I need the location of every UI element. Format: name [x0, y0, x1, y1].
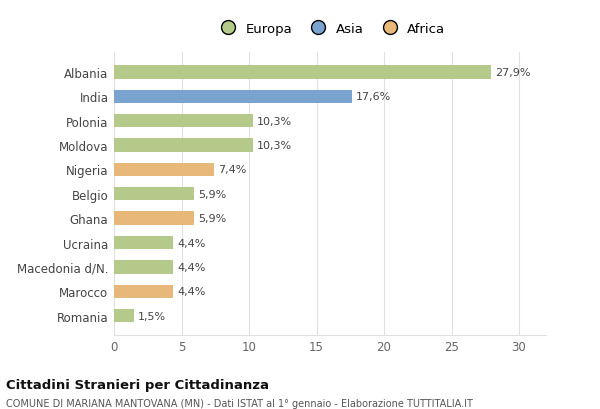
Text: 4,4%: 4,4% — [178, 238, 206, 248]
Bar — [114, 285, 173, 298]
Text: 10,3%: 10,3% — [257, 116, 292, 126]
Bar — [114, 66, 491, 79]
Bar — [114, 309, 134, 323]
Legend: Europa, Asia, Africa: Europa, Asia, Africa — [209, 18, 451, 41]
Text: 27,9%: 27,9% — [494, 68, 530, 78]
Text: 4,4%: 4,4% — [178, 287, 206, 297]
Text: Cittadini Stranieri per Cittadinanza: Cittadini Stranieri per Cittadinanza — [6, 378, 269, 391]
Bar — [114, 163, 214, 177]
Bar — [114, 188, 194, 201]
Bar — [114, 261, 173, 274]
Text: 4,4%: 4,4% — [178, 262, 206, 272]
Text: COMUNE DI MARIANA MANTOVANA (MN) - Dati ISTAT al 1° gennaio - Elaborazione TUTTI: COMUNE DI MARIANA MANTOVANA (MN) - Dati … — [6, 398, 473, 407]
Bar — [114, 115, 253, 128]
Bar — [114, 139, 253, 152]
Text: 5,9%: 5,9% — [198, 189, 226, 199]
Bar — [114, 236, 173, 249]
Text: 10,3%: 10,3% — [257, 141, 292, 151]
Text: 17,6%: 17,6% — [356, 92, 391, 102]
Text: 1,5%: 1,5% — [139, 311, 166, 321]
Bar — [114, 90, 352, 104]
Bar — [114, 212, 194, 225]
Text: 5,9%: 5,9% — [198, 213, 226, 224]
Text: 7,4%: 7,4% — [218, 165, 247, 175]
